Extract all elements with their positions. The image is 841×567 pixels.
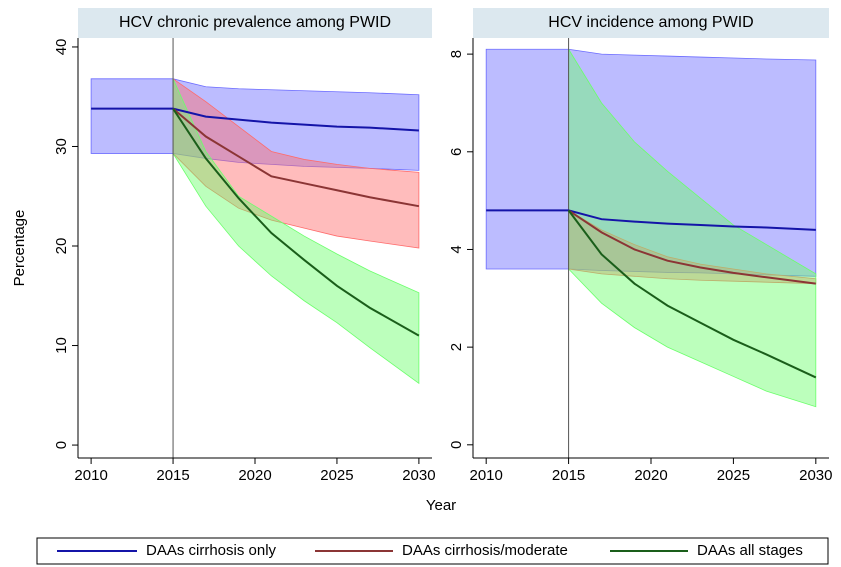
uncertainty-band: [568, 47, 817, 408]
y-tick-label: 20: [53, 238, 70, 255]
uncertainty-band: [172, 78, 420, 249]
x-tick-label: 2020: [634, 467, 667, 484]
x-tick-label: 2020: [238, 467, 271, 484]
series-line: [172, 108, 420, 337]
panel-title: HCV incidence among PWID: [548, 14, 753, 31]
y-axis-label: Percentage: [11, 210, 28, 287]
y-tick-label: 40: [53, 39, 70, 56]
title-bar: [78, 8, 432, 38]
series-line: [567, 209, 817, 379]
y-tick-label: 10: [53, 337, 70, 354]
plot-area: [473, 38, 829, 458]
x-tick-label: 2015: [552, 467, 585, 484]
y-tick-label: 8: [448, 50, 465, 58]
series-line: [172, 107, 420, 208]
series-line: [568, 209, 816, 285]
legend-label: DAAs all stages: [697, 542, 803, 559]
x-tick-label: 2025: [320, 467, 353, 484]
title-bar: [473, 8, 829, 38]
y-tick-label: 0: [448, 441, 465, 449]
y-tick-label: 30: [53, 138, 70, 155]
x-tick-label: 2025: [717, 467, 750, 484]
series-line: [486, 209, 816, 231]
legend-box: [36, 537, 829, 565]
panel-title: HCV chronic prevalence among PWID: [119, 14, 391, 31]
x-tick-label: 2030: [799, 467, 832, 484]
y-tick-label: 2: [448, 343, 465, 351]
x-axis-label: Year: [426, 497, 456, 514]
series-line: [91, 107, 419, 132]
y-tick-label: 4: [448, 245, 465, 253]
x-tick-label: 2010: [469, 467, 502, 484]
uncertainty-band: [172, 78, 420, 385]
x-tick-label: 2010: [74, 467, 107, 484]
x-tick-label: 2030: [402, 467, 435, 484]
legend-label: DAAs cirrhosis only: [146, 542, 277, 559]
y-tick-label: 0: [53, 441, 70, 449]
x-tick-label: 2015: [156, 467, 189, 484]
legend-label: DAAs cirrhosis/moderate: [402, 542, 568, 559]
y-tick-label: 6: [448, 148, 465, 156]
